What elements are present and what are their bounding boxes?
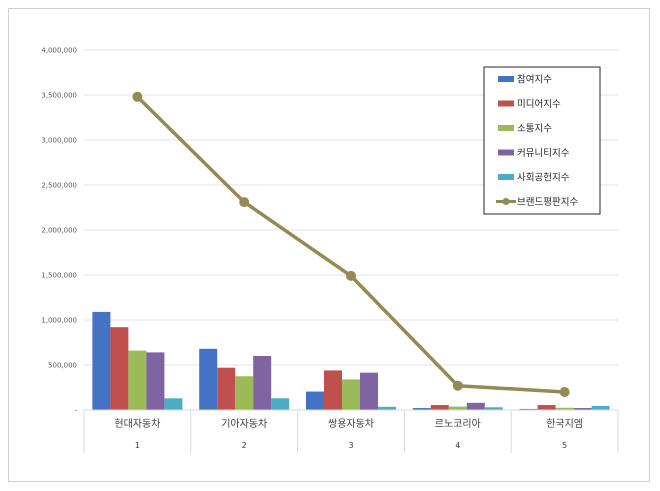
y-tick-label: 1,500,000: [41, 272, 77, 280]
category-label: 현대자동차: [114, 418, 160, 430]
bar: [466, 402, 485, 410]
bar: [484, 407, 503, 410]
bar: [235, 376, 254, 410]
bar: [537, 405, 556, 410]
bar: [164, 398, 183, 410]
legend-label: 미디어지수: [517, 99, 561, 110]
legend-swatch: [498, 125, 514, 131]
category-label: 쌍용자동차: [328, 418, 374, 430]
legend-swatch: [498, 100, 514, 107]
bar: [378, 406, 396, 410]
bar: [324, 370, 342, 410]
line-point: [132, 91, 143, 102]
bar: [253, 356, 272, 410]
bar: [573, 408, 592, 410]
bar: [360, 372, 378, 410]
legend-box: [483, 66, 601, 215]
category-label: 기아자동차: [221, 418, 267, 430]
bar: [430, 405, 449, 410]
bar: [110, 327, 129, 410]
legend-label: 브랜드평판지수: [517, 197, 578, 208]
bar: [555, 407, 574, 410]
category-index-label: 2: [242, 441, 247, 450]
category-label: 르노코리아: [435, 418, 481, 430]
y-tick-label: 1,000,000: [41, 317, 77, 325]
bar: [306, 391, 324, 410]
bar: [448, 406, 467, 410]
legend-label: 소통지수: [517, 124, 552, 135]
bar: [591, 405, 610, 410]
y-tick-label: 2,000,000: [41, 227, 77, 235]
category-index-label: 1: [135, 441, 140, 450]
y-tick-label: 2,500,000: [41, 182, 77, 190]
bar: [412, 408, 431, 410]
y-tick-label: 500,000: [48, 362, 77, 370]
x-axis: 현대자동차 1 기아자동차 2 쌍용자동차 3 르노코리아 4 한국지엠 5: [83, 409, 619, 453]
line-point: [559, 387, 570, 397]
line-series: [132, 91, 570, 397]
bar: [217, 367, 236, 410]
bar: [92, 311, 111, 410]
legend-label: 참여지수: [517, 74, 552, 86]
category-label: 한국지엠: [546, 418, 583, 430]
bar: [271, 398, 290, 410]
y-tick-label: 4,000,000: [41, 47, 77, 55]
bar: [128, 350, 147, 410]
bar: [199, 348, 218, 410]
y-tick-label: 3,500,000: [41, 92, 77, 100]
legend-label: 사회공헌지수: [517, 173, 570, 184]
legend-marker: [502, 198, 510, 205]
category-index-label: 5: [562, 441, 567, 450]
bar-series: [92, 311, 610, 410]
category-index-label: 4: [455, 441, 460, 450]
y-axis: - 500,000 1,000,000 1,500,000 2,000,000 2,500…: [41, 47, 77, 415]
line-point: [346, 270, 356, 281]
legend-swatch: [498, 174, 514, 180]
category-index-label: 3: [348, 441, 353, 450]
bar: [146, 352, 165, 410]
bar: [342, 379, 360, 410]
line-point: [239, 197, 250, 208]
line-point: [452, 380, 463, 391]
y-tick-label: -: [74, 407, 77, 415]
bar: [519, 408, 538, 410]
y-tick-label: 3,000,000: [41, 137, 77, 145]
legend-swatch: [498, 76, 514, 82]
legend-label: 커뮤니티지수: [517, 148, 570, 159]
legend-swatch: [498, 149, 514, 156]
